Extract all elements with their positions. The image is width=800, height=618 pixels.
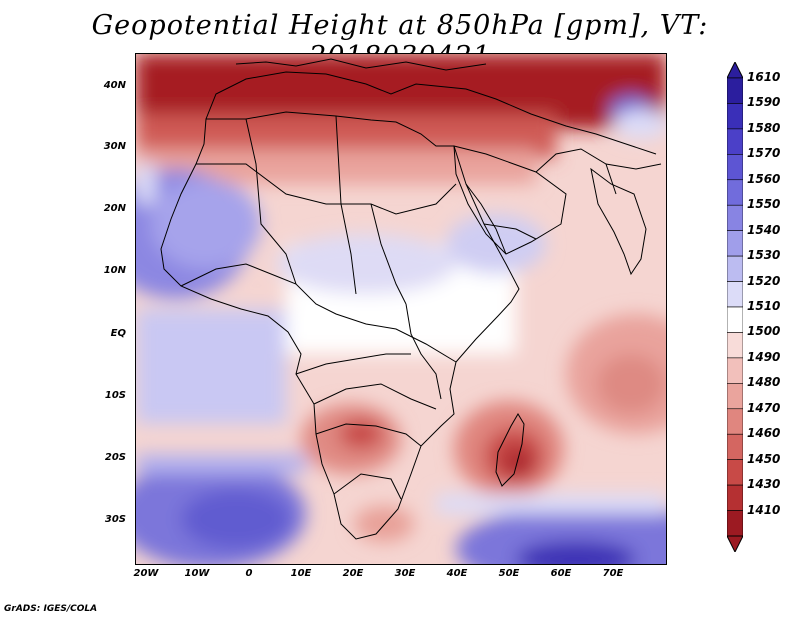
colorbar-swatch-1520 (727, 281, 743, 308)
lon-label-10w: 10W (184, 568, 210, 579)
colorbar (727, 62, 743, 552)
colorbar-label-1560: 1560 (747, 171, 781, 186)
colorbar-label-1460: 1460 (747, 426, 781, 441)
lon-label-30e: 30E (394, 568, 416, 579)
lat-label-eq: EQ (110, 328, 126, 339)
lon-label-70e: 70E (602, 568, 624, 579)
map-panel (135, 53, 667, 565)
colorbar-label-1410: 1410 (747, 502, 781, 517)
colorbar-label-1570: 1570 (747, 146, 781, 161)
lon-label-10e: 10E (290, 568, 312, 579)
colorbar-swatch-1490 (727, 357, 743, 384)
colorbar-swatch-1480 (727, 383, 743, 410)
colorbar-bottom-arrow (727, 535, 743, 552)
colorbar-swatch-1610 (727, 77, 743, 104)
colorbar-swatch-1550 (727, 204, 743, 231)
height-field-shading (136, 54, 666, 564)
lat-label-30n: 30N (103, 141, 126, 152)
colorbar-swatch-1450 (727, 459, 743, 486)
colorbar-swatch-1530 (727, 255, 743, 282)
credit-text: GrADS: IGES/COLA (4, 604, 98, 614)
lat-label-20s: 20S (104, 452, 126, 463)
lon-label-0: 0 (245, 568, 253, 579)
colorbar-swatch-1560 (727, 179, 743, 206)
lon-label-60e: 60E (550, 568, 572, 579)
colorbar-label-1520: 1520 (747, 273, 781, 288)
colorbar-swatch-1580 (727, 128, 743, 155)
colorbar-label-1510: 1510 (747, 299, 781, 313)
colorbar-label-1530: 1530 (747, 248, 781, 263)
colorbar-label-1430: 1430 (747, 477, 781, 492)
lat-label-10s: 10S (104, 390, 126, 401)
colorbar-label-1550: 1550 (747, 197, 781, 212)
colorbar-swatch-1570 (727, 154, 743, 181)
height-field-map (136, 54, 666, 564)
colorbar-label-1580: 1580 (747, 120, 781, 135)
colorbar-swatch-1500 (727, 332, 743, 359)
lat-label-30s: 30S (104, 514, 126, 525)
colorbar-swatch-1430 (727, 484, 743, 511)
colorbar-label-1590: 1590 (747, 95, 781, 110)
colorbar-swatch-1410 (727, 510, 743, 537)
lon-label-40e: 40E (446, 568, 468, 579)
colorbar-label-1610: 1610 (747, 70, 781, 84)
colorbar-swatch-1470 (727, 408, 743, 435)
colorbar-swatch-1460 (727, 433, 743, 460)
lon-label-50e: 50E (498, 568, 520, 579)
colorbar-label-1500: 1500 (747, 324, 781, 339)
colorbar-swatch-1590 (727, 103, 743, 130)
colorbar-label-1540: 1540 (747, 222, 781, 237)
lat-label-10n: 10N (103, 265, 126, 276)
colorbar-swatch-1510 (727, 306, 743, 333)
lon-label-20e: 20E (342, 568, 364, 579)
lat-label-20n: 20N (103, 203, 126, 214)
coastlines (160, 58, 662, 540)
colorbar-label-1470: 1470 (747, 400, 781, 415)
colorbar-swatch-1540 (727, 230, 743, 257)
colorbar-top-arrow (727, 62, 743, 79)
lon-label-20w: 20W (133, 568, 159, 579)
colorbar-label-1490: 1490 (747, 349, 781, 364)
colorbar-label-1480: 1480 (747, 375, 781, 390)
colorbar-label-1450: 1450 (747, 451, 781, 466)
lat-label-40n: 40N (103, 80, 126, 91)
